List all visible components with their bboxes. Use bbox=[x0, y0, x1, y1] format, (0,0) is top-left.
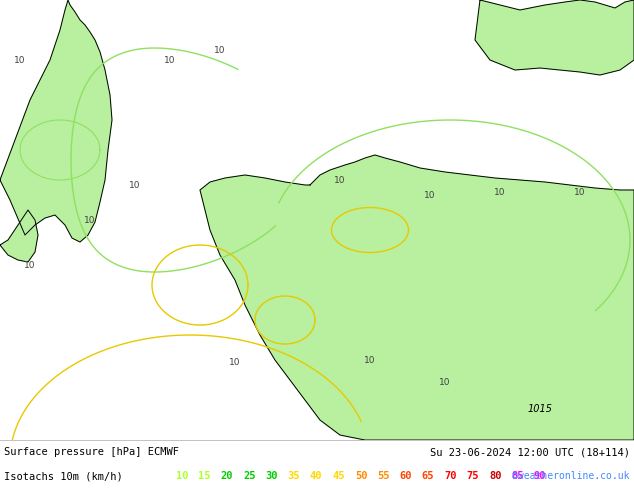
Text: 10: 10 bbox=[574, 188, 586, 196]
Text: 10: 10 bbox=[365, 356, 376, 365]
Text: 15: 15 bbox=[198, 471, 210, 481]
Text: Isotachs 10m (km/h): Isotachs 10m (km/h) bbox=[4, 471, 123, 481]
Text: 10: 10 bbox=[164, 55, 176, 65]
Text: Surface pressure [hPa] ECMWF: Surface pressure [hPa] ECMWF bbox=[4, 447, 179, 457]
Text: 10: 10 bbox=[84, 216, 96, 224]
Polygon shape bbox=[200, 155, 634, 440]
Text: 10: 10 bbox=[230, 358, 241, 367]
Text: 45: 45 bbox=[332, 471, 345, 481]
Text: 10: 10 bbox=[129, 180, 141, 190]
Text: 85: 85 bbox=[512, 471, 524, 481]
Text: 10: 10 bbox=[214, 46, 226, 54]
Polygon shape bbox=[0, 0, 112, 242]
Text: 75: 75 bbox=[467, 471, 479, 481]
Text: 1015: 1015 bbox=[527, 404, 552, 414]
Text: 65: 65 bbox=[422, 471, 434, 481]
Text: 10: 10 bbox=[439, 377, 451, 387]
Text: ©weatheronline.co.uk: ©weatheronline.co.uk bbox=[512, 471, 630, 481]
Text: 55: 55 bbox=[377, 471, 390, 481]
Polygon shape bbox=[0, 210, 38, 262]
Text: 10: 10 bbox=[334, 175, 346, 185]
Text: 50: 50 bbox=[355, 471, 367, 481]
Text: 80: 80 bbox=[489, 471, 501, 481]
Text: 60: 60 bbox=[399, 471, 412, 481]
Text: 40: 40 bbox=[310, 471, 323, 481]
Text: 10: 10 bbox=[495, 188, 506, 196]
Text: Su 23-06-2024 12:00 UTC (18+114): Su 23-06-2024 12:00 UTC (18+114) bbox=[430, 447, 630, 457]
Text: 35: 35 bbox=[288, 471, 300, 481]
Polygon shape bbox=[475, 0, 634, 75]
Text: 25: 25 bbox=[243, 471, 256, 481]
Text: 10: 10 bbox=[424, 191, 436, 199]
Text: 10: 10 bbox=[24, 261, 36, 270]
Text: 90: 90 bbox=[534, 471, 547, 481]
Text: 70: 70 bbox=[444, 471, 456, 481]
Text: 10: 10 bbox=[176, 471, 188, 481]
Text: 20: 20 bbox=[221, 471, 233, 481]
Text: 10: 10 bbox=[14, 55, 26, 65]
Text: 30: 30 bbox=[265, 471, 278, 481]
